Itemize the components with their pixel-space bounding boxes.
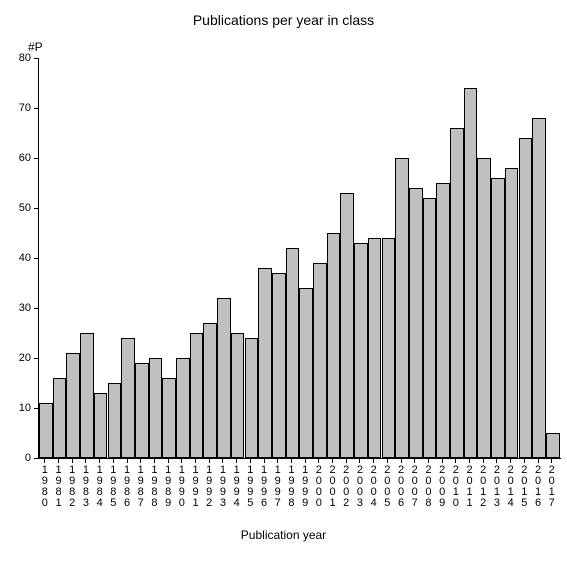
x-tick: 1997 — [271, 458, 285, 509]
bar — [532, 118, 546, 458]
x-tick: 2012 — [476, 458, 490, 509]
plot-area — [38, 58, 561, 459]
bar — [39, 403, 53, 458]
x-tick: 1981 — [52, 458, 66, 509]
bar — [135, 363, 149, 458]
bar — [162, 378, 176, 458]
bar — [546, 433, 560, 458]
bar — [354, 243, 368, 458]
x-tick: 2011 — [463, 458, 477, 509]
chart-title: Publications per year in class — [0, 12, 567, 28]
x-tick: 2008 — [422, 458, 436, 509]
x-tick: 1996 — [257, 458, 271, 509]
bar — [272, 273, 286, 458]
x-tick: 2015 — [518, 458, 532, 509]
x-tick: 2000 — [312, 458, 326, 509]
bar — [149, 358, 163, 458]
bar — [190, 333, 204, 458]
y-tick: 40 — [5, 251, 39, 265]
bar — [231, 333, 245, 458]
bar — [519, 138, 533, 458]
bar — [340, 193, 354, 458]
bar — [477, 158, 491, 458]
x-tick: 2006 — [394, 458, 408, 509]
y-tick: 60 — [5, 151, 39, 165]
x-tick: 1989 — [161, 458, 175, 509]
bar — [176, 358, 190, 458]
x-tick: 1995 — [244, 458, 258, 509]
bar — [382, 238, 396, 458]
x-tick: 1987 — [134, 458, 148, 509]
bar — [395, 158, 409, 458]
y-tick: 80 — [5, 51, 39, 65]
x-tick: 1986 — [120, 458, 134, 509]
bar — [491, 178, 505, 458]
x-tick: 1998 — [285, 458, 299, 509]
x-tick: 2003 — [353, 458, 367, 509]
x-tick: 1990 — [175, 458, 189, 509]
x-tick: 1980 — [38, 458, 52, 509]
y-tick: 10 — [5, 401, 39, 415]
bar — [217, 298, 231, 458]
bar — [299, 288, 313, 458]
x-tick: 2016 — [531, 458, 545, 509]
x-tick: 2004 — [367, 458, 381, 509]
y-tick: 20 — [5, 351, 39, 365]
y-tick: 0 — [5, 451, 39, 465]
bar — [53, 378, 67, 458]
x-tick: 2009 — [435, 458, 449, 509]
x-axis-label: Publication year — [0, 528, 567, 542]
bar — [245, 338, 259, 458]
y-tick: 70 — [5, 101, 39, 115]
bar — [203, 323, 217, 458]
x-tick: 1999 — [298, 458, 312, 509]
bar — [313, 263, 327, 458]
bar — [258, 268, 272, 458]
y-tick: 50 — [5, 201, 39, 215]
bar — [94, 393, 108, 458]
x-tick: 2014 — [504, 458, 518, 509]
x-tick: 1984 — [93, 458, 107, 509]
x-tick: 1991 — [189, 458, 203, 509]
bar — [80, 333, 94, 458]
bar — [423, 198, 437, 458]
x-tick: 1982 — [65, 458, 79, 509]
x-tick: 1993 — [216, 458, 230, 509]
bar — [368, 238, 382, 458]
x-tick: 1985 — [107, 458, 121, 509]
bar — [108, 383, 122, 458]
bar — [286, 248, 300, 458]
x-tick: 1994 — [230, 458, 244, 509]
x-tick: 2017 — [545, 458, 559, 509]
publications-bar-chart: Publications per year in class #P 010203… — [0, 0, 567, 567]
bar — [450, 128, 464, 458]
y-tick: 30 — [5, 301, 39, 315]
x-tick: 1988 — [148, 458, 162, 509]
x-tick: 2013 — [490, 458, 504, 509]
x-tick: 2002 — [339, 458, 353, 509]
bar — [505, 168, 519, 458]
bar — [327, 233, 341, 458]
x-tick: 2005 — [381, 458, 395, 509]
x-tick: 2010 — [449, 458, 463, 509]
bar — [464, 88, 478, 458]
bar — [66, 353, 80, 458]
bar — [409, 188, 423, 458]
x-tick: 2001 — [326, 458, 340, 509]
x-tick: 1992 — [202, 458, 216, 509]
x-tick: 1983 — [79, 458, 93, 509]
bar — [121, 338, 135, 458]
x-tick: 2007 — [408, 458, 422, 509]
bar — [436, 183, 450, 458]
